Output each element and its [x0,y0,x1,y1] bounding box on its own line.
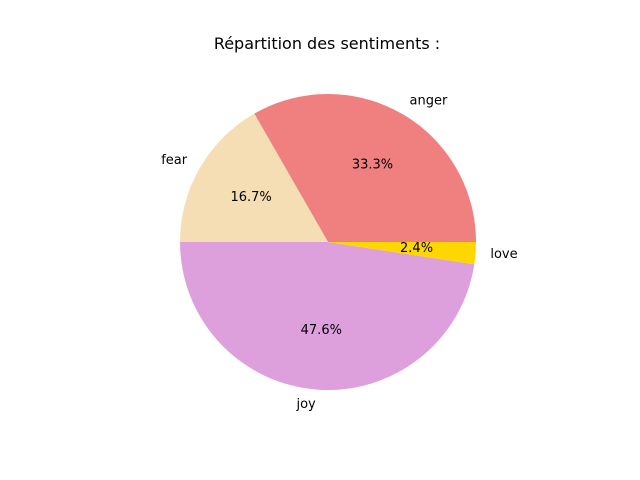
pie-slices [180,93,476,391]
slice-label-joy: joy [295,397,316,412]
pie-slice-anger [254,93,476,242]
pie-labels: anger 33.3% fear 16.7% joy 47.6% love 2.4% [161,94,517,412]
slice-label-anger: anger [410,94,448,109]
slice-percent-fear: 16.7% [230,190,271,205]
slice-label-fear: fear [161,153,188,168]
slice-percent-anger: 33.3% [352,158,393,173]
chart-title: Répartition des sentiments : [214,34,440,53]
slice-percent-love: 2.4% [400,241,433,256]
pie-slice-love [328,242,476,265]
pie-slice-joy [180,242,475,391]
pie-slice-fear [180,113,328,242]
slice-percent-joy: 47.6% [301,323,342,338]
slice-label-love: love [490,247,517,262]
